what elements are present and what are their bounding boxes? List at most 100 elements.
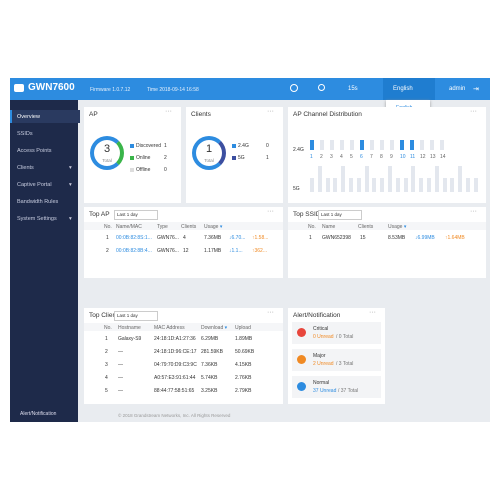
- menu-item[interactable]: Clients: [17, 165, 75, 171]
- channel-bar-5g: [395, 178, 400, 192]
- card-title: Alert/Notification: [293, 312, 341, 319]
- column-header[interactable]: Name/MAC: [116, 224, 142, 230]
- donut-total: 3: [103, 143, 111, 155]
- refresh-select[interactable]: 15s: [348, 86, 358, 92]
- column-header[interactable]: MAC Address: [154, 325, 185, 331]
- table-cell: —: [118, 362, 123, 368]
- column-header[interactable]: Download: [201, 325, 227, 331]
- column-header[interactable]: Usage: [204, 224, 222, 230]
- alert-row: [292, 376, 381, 398]
- channel-label: 1: [310, 154, 313, 160]
- table-cell: 4: [183, 235, 186, 241]
- channel-bar-5g: [403, 178, 408, 192]
- logout-icon[interactable]: ⇥: [473, 86, 479, 93]
- menu-item[interactable]: Access Points: [17, 148, 52, 154]
- card-menu: ···: [369, 309, 376, 316]
- search-icon[interactable]: [318, 84, 325, 91]
- legend-swatch: [232, 156, 236, 160]
- table-cell: 50.69KB: [235, 349, 255, 355]
- legend-label: Discovered: [136, 143, 162, 149]
- column-header[interactable]: Clients: [358, 224, 374, 230]
- channel-bar-5g: [310, 178, 314, 192]
- legend-swatch: [232, 144, 236, 148]
- menu-item[interactable]: SSIDs: [17, 131, 33, 137]
- channel-bar-5g: [411, 166, 416, 192]
- channel-bar: [320, 140, 324, 150]
- table-cell: —: [118, 375, 123, 381]
- alert-unread[interactable]: 37 Unread: [313, 388, 337, 394]
- table-cell: 4.15KB: [235, 362, 252, 368]
- alert-unread[interactable]: 2 Unread: [313, 361, 334, 367]
- channel-bar-5g: [325, 178, 330, 192]
- column-header[interactable]: Hostname: [118, 325, 141, 331]
- channel-bar: [390, 140, 394, 150]
- table-cell: 2.76KB: [235, 375, 252, 381]
- table-cell: 3: [105, 362, 108, 368]
- period-select[interactable]: Last 1 day: [318, 210, 362, 220]
- channel-bar-5g: [427, 178, 431, 192]
- column-header[interactable]: Clients: [181, 224, 197, 230]
- channel-label: 6: [360, 154, 363, 160]
- channel-bar: [360, 140, 364, 150]
- donut-label: Total: [102, 158, 112, 163]
- card-menu: ···: [470, 208, 477, 215]
- channel-label: 5: [350, 154, 353, 160]
- user[interactable]: admin: [449, 86, 466, 92]
- menu-item[interactable]: System Settings: [17, 216, 75, 222]
- donut: [192, 136, 226, 170]
- legend-value: 2: [164, 155, 167, 161]
- table-cell: 2: [106, 248, 109, 254]
- legend-swatch: [130, 144, 134, 148]
- table-cell: 4: [105, 375, 108, 381]
- channel-bar: [350, 140, 354, 150]
- sidebar-alert[interactable]: Alert/Notification: [20, 411, 57, 417]
- channel-bar: [420, 140, 424, 150]
- column-header[interactable]: Name: [322, 224, 336, 230]
- card-menu: ···: [267, 208, 274, 215]
- channel-label: 2: [320, 154, 323, 160]
- column-header[interactable]: No.: [104, 224, 112, 230]
- legend-label: 5G: [238, 155, 245, 161]
- alert-unread[interactable]: 0 Unread: [313, 334, 334, 340]
- table-cell: —: [118, 388, 123, 394]
- column-header[interactable]: Usage: [388, 224, 406, 230]
- channel-bar-5g: [317, 166, 322, 192]
- table-cell: GWN652398: [322, 235, 351, 241]
- table-cell: 04:79:70:D9:C3:9C: [154, 362, 197, 368]
- column-header[interactable]: No.: [308, 224, 316, 230]
- channel-label: 13: [430, 154, 436, 160]
- channel-bar-5g: [388, 166, 392, 192]
- period-select[interactable]: Last 1 day: [114, 210, 158, 220]
- column-header[interactable]: No.: [104, 325, 112, 331]
- donut: [90, 136, 124, 170]
- language-select[interactable]: English: [393, 86, 413, 92]
- channel-bar: [410, 140, 414, 150]
- alert-total: / 3 Total: [336, 361, 354, 367]
- footer: © 2018 Grandstream Networks, Inc. All Ri…: [118, 413, 231, 418]
- table-cell: 5: [105, 388, 108, 394]
- table-cell: 24:18:1D:96:CE:17: [154, 349, 197, 355]
- menu-item[interactable]: Overview: [17, 114, 40, 120]
- table-cell: ↓1.1...: [229, 248, 243, 254]
- menu-item[interactable]: Captive Portal: [17, 182, 75, 188]
- channel-bar-5g: [419, 178, 424, 192]
- firmware: Firmware 1.0.7.12: [90, 87, 131, 93]
- column-header[interactable]: Type: [157, 224, 168, 230]
- period-select[interactable]: Last 1 day: [114, 311, 158, 321]
- alert-icon: [297, 328, 306, 337]
- table-cell: 7.36KB: [201, 362, 218, 368]
- column-header[interactable]: Upload: [235, 325, 251, 331]
- table-cell: GWN76...: [157, 235, 179, 241]
- channel-bar-5g: [364, 166, 369, 192]
- menu-item[interactable]: Bandwidth Rules: [17, 199, 59, 205]
- card-menu: ···: [470, 108, 477, 115]
- card-title: Top AP: [89, 211, 110, 218]
- card-menu: ···: [165, 108, 172, 115]
- channel-bar: [380, 140, 384, 150]
- help-icon[interactable]: [290, 84, 298, 92]
- legend-label: Offline: [136, 167, 151, 173]
- legend-label: Online: [136, 155, 151, 161]
- alert-row: [292, 349, 381, 371]
- donut-total: 1: [205, 143, 213, 155]
